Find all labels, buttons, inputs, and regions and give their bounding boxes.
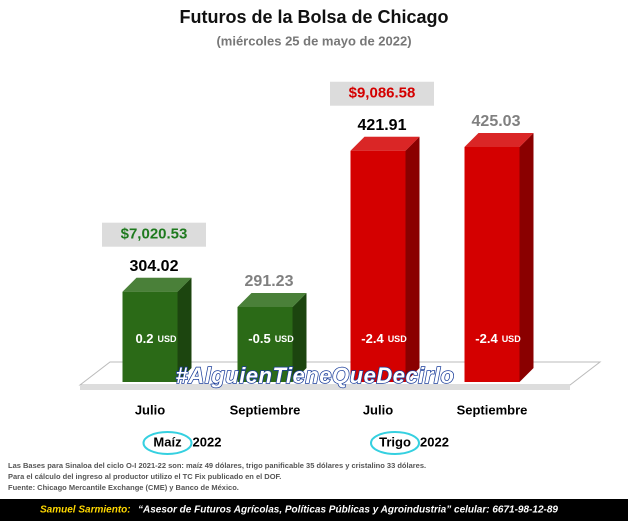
price-box xyxy=(330,81,434,106)
bar-top xyxy=(122,277,192,292)
change-value: 0.2 xyxy=(135,331,153,346)
x-tick-label: Septiembre xyxy=(230,402,301,417)
change-unit: USD xyxy=(388,334,408,344)
change-unit: USD xyxy=(158,334,178,344)
value-label: 291.23 xyxy=(245,273,294,290)
hashtag: #AlguienTieneQueDecirlo xyxy=(176,363,455,388)
bar-side-shade xyxy=(177,277,192,382)
change-unit: USD xyxy=(502,334,522,344)
bar xyxy=(237,307,293,382)
group-year: 2022 xyxy=(193,434,222,449)
price-box xyxy=(102,222,206,247)
bar-side-shade xyxy=(405,136,420,382)
floor-edge xyxy=(80,385,570,390)
x-tick-label: Septiembre xyxy=(457,402,528,417)
change-label: -2.4 USD xyxy=(475,331,521,346)
group-highlight xyxy=(142,431,193,455)
group-name: Trigo xyxy=(379,434,411,449)
footer-bar xyxy=(0,499,628,521)
change-unit: USD xyxy=(275,334,295,344)
bar-top xyxy=(237,293,307,307)
group-year: 2022 xyxy=(420,434,449,449)
bar xyxy=(350,150,406,382)
bar-top-shade xyxy=(350,136,420,151)
bar-side-shade xyxy=(519,133,534,382)
bar xyxy=(464,147,520,382)
value-label: 421.91 xyxy=(358,117,407,134)
bar-top-shade xyxy=(237,293,307,307)
chart-title: Futuros de la Bolsa de Chicago xyxy=(179,7,448,27)
bar-top xyxy=(350,136,420,151)
price-label: $7,020.53 xyxy=(121,226,188,243)
x-tick-label: Julio xyxy=(363,402,393,417)
note: Las Bases para Sinaloa del ciclo O-I 202… xyxy=(8,461,426,470)
bar-side xyxy=(519,133,534,382)
chart-subtitle: (miércoles 25 de mayo de 2022) xyxy=(216,33,411,48)
change-label: -2.4 USD xyxy=(361,331,407,346)
footer-author: Samuel Sarmiento: xyxy=(40,505,131,516)
bar-side-shade xyxy=(292,293,307,382)
bar xyxy=(122,291,178,382)
change-value: -2.4 xyxy=(475,331,498,346)
footer-text: “Asesor de Futuros Agrícolas, Políticas … xyxy=(138,505,558,516)
bar-top-shade xyxy=(122,277,192,292)
change-value: -0.5 xyxy=(248,331,270,346)
bar-top xyxy=(464,133,534,147)
price-label: $9,086.58 xyxy=(349,85,416,102)
change-label: -0.5 USD xyxy=(248,331,294,346)
bar-side xyxy=(405,136,420,382)
bar-side xyxy=(177,277,192,382)
group-name: Maíz xyxy=(153,434,182,449)
note: Para el cálculo del ingreso al productor… xyxy=(8,472,281,481)
value-label: 425.03 xyxy=(472,113,521,130)
note: Fuente: Chicago Mercantile Exchange (CME… xyxy=(8,483,239,492)
change-label: 0.2 USD xyxy=(135,331,177,346)
change-value: -2.4 xyxy=(361,331,384,346)
x-tick-label: Julio xyxy=(135,402,165,417)
group-highlight xyxy=(370,431,420,455)
value-label: 304.02 xyxy=(130,258,179,275)
bar-side xyxy=(292,293,307,382)
bar-top-shade xyxy=(464,133,534,147)
